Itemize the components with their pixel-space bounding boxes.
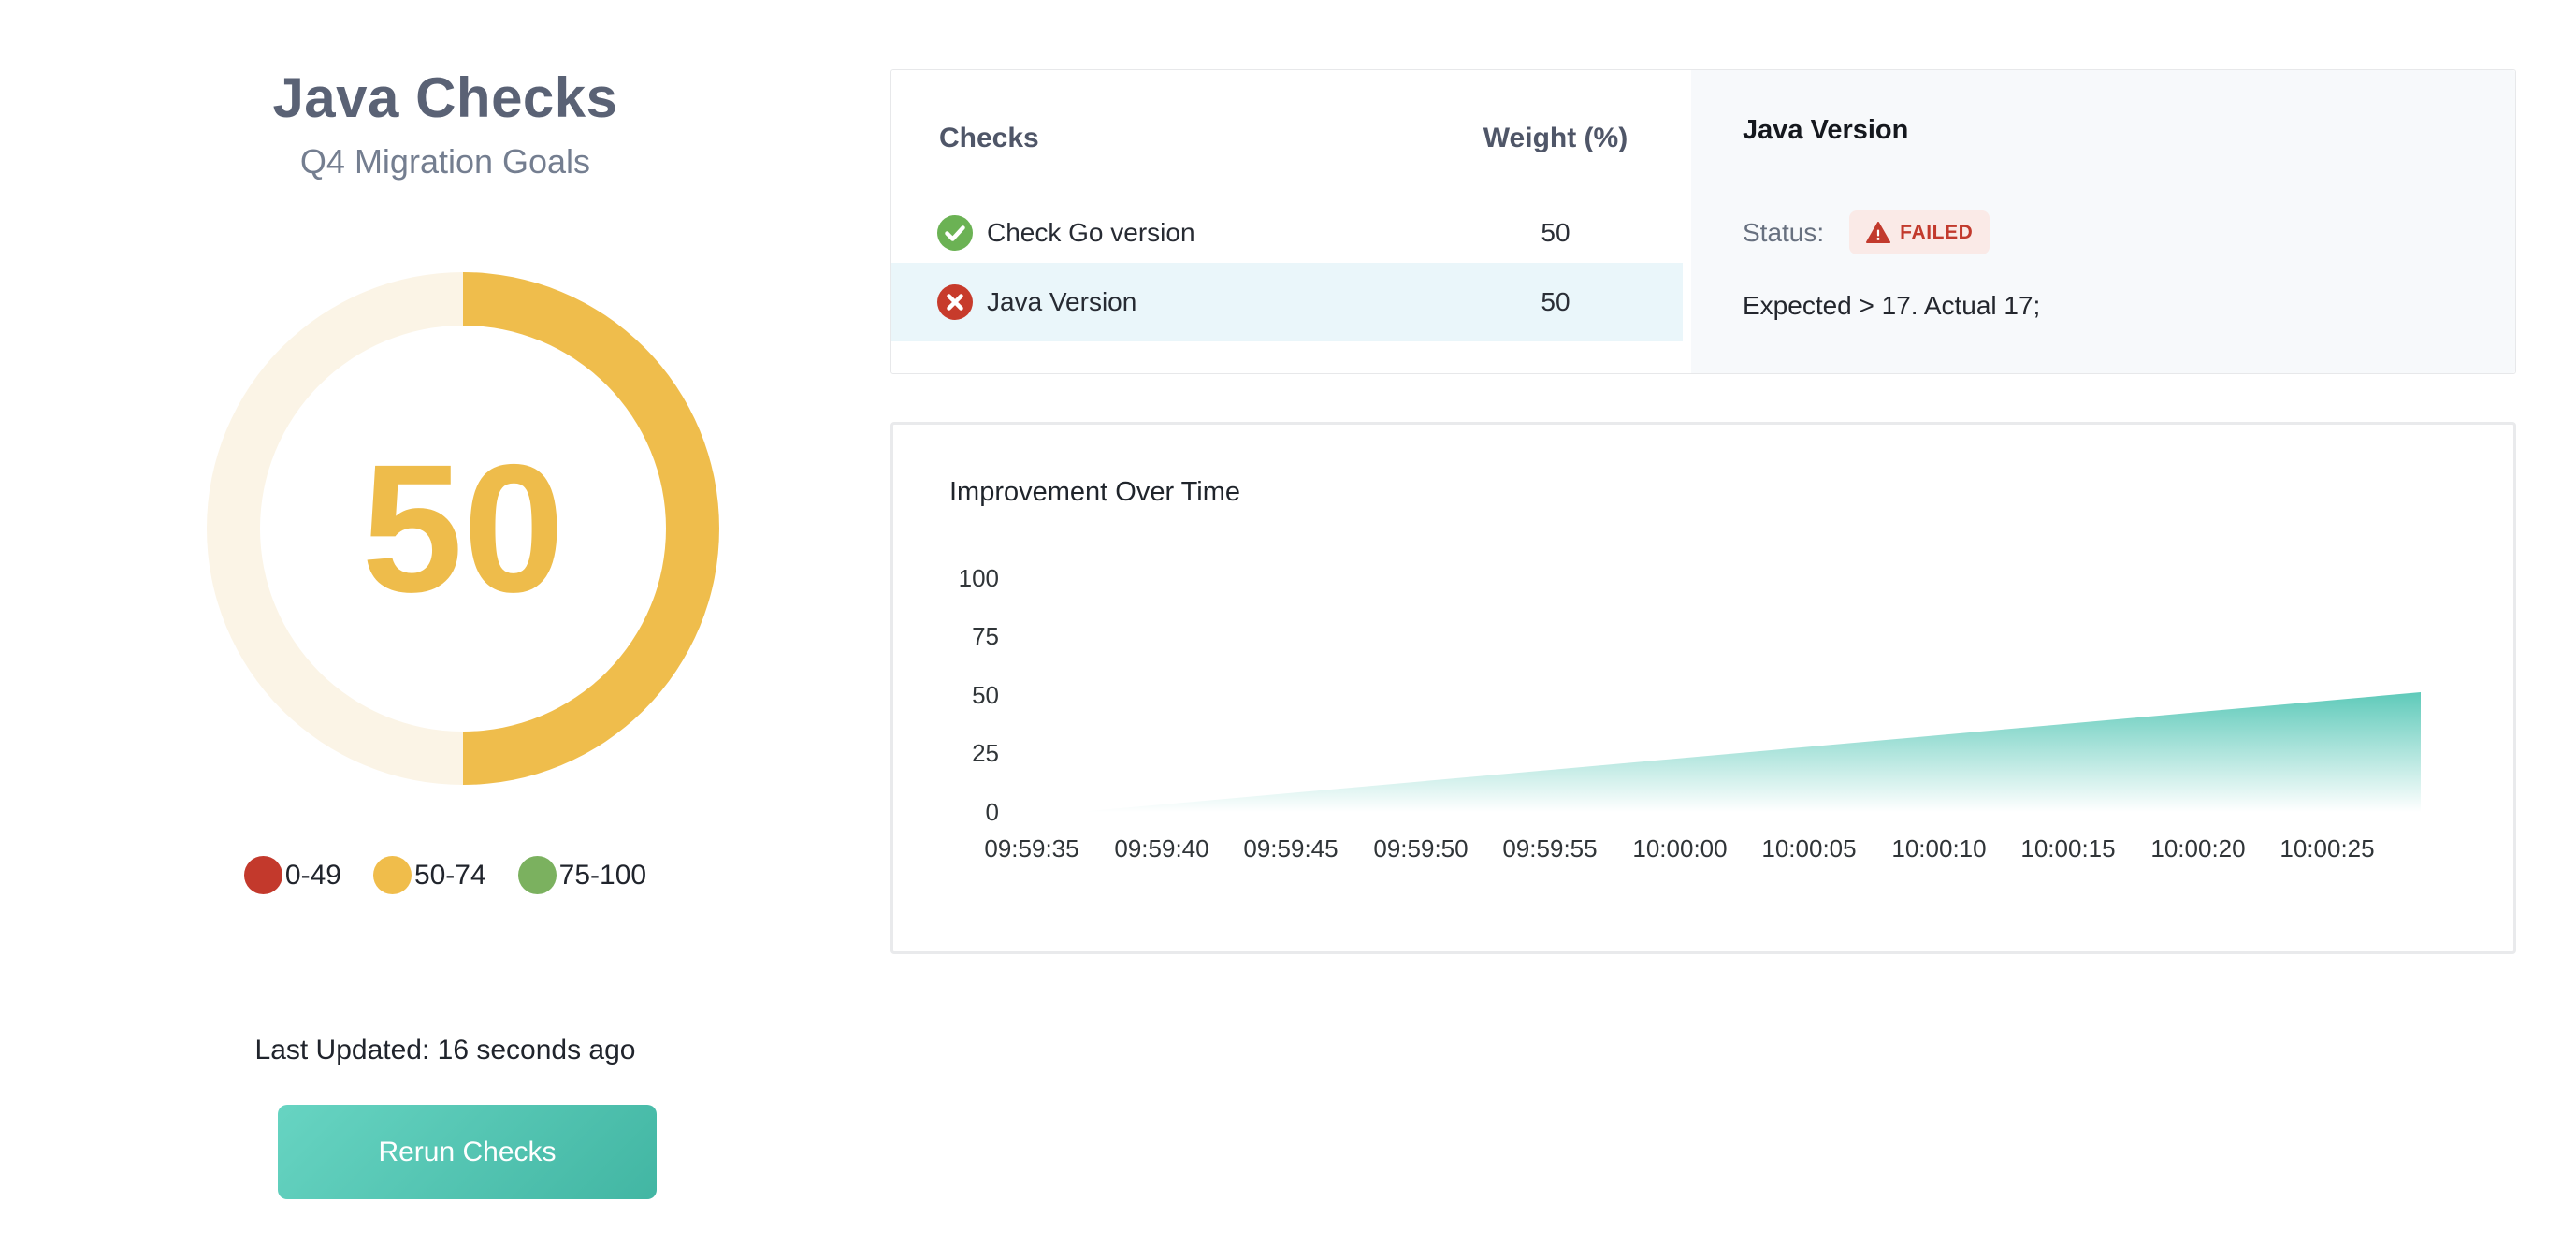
legend-dot-green-icon bbox=[517, 856, 557, 894]
x-axis-tick: 09:59:50 bbox=[1373, 834, 1469, 862]
x-circle-icon bbox=[937, 284, 973, 320]
improvement-area-series bbox=[1078, 692, 2421, 812]
status-label: Status: bbox=[1743, 217, 1825, 247]
checks-column-header: Checks bbox=[939, 123, 1039, 153]
score-gauge: 50 bbox=[207, 272, 719, 785]
legend-item-high: 75-100 bbox=[517, 856, 647, 894]
chart-title: Improvement Over Time bbox=[949, 477, 1241, 507]
improvement-chart-card: Improvement Over Time 100 75 50 25 0 09:… bbox=[890, 422, 2516, 954]
check-detail-panel: Java Version Status: FAILED Expected > 1… bbox=[1691, 70, 2515, 373]
x-axis-tick: 10:00:15 bbox=[2020, 834, 2116, 862]
check-row-go-version[interactable]: Check Go version 50 bbox=[891, 194, 1683, 272]
checks-table: Checks Weight (%) Check Go version 50 Ja… bbox=[891, 70, 1691, 373]
y-axis-tick: 50 bbox=[972, 681, 999, 709]
check-row-java-version[interactable]: Java Version 50 bbox=[891, 263, 1683, 341]
x-axis-tick: 10:00:25 bbox=[2279, 834, 2375, 862]
weight-column-header: Weight (%) bbox=[1483, 123, 1628, 153]
score-gauge-center: 50 bbox=[260, 326, 666, 732]
detail-title: Java Version bbox=[1743, 115, 1909, 145]
x-axis-tick: 10:00:05 bbox=[1761, 834, 1857, 862]
checks-table-header: Checks Weight (%) bbox=[891, 120, 1691, 157]
x-axis-tick: 09:59:35 bbox=[984, 834, 1079, 862]
failed-status-badge: FAILED bbox=[1849, 210, 1990, 254]
checks-card: Checks Weight (%) Check Go version 50 Ja… bbox=[890, 69, 2516, 374]
check-name: Check Go version bbox=[987, 218, 1195, 247]
x-axis-tick: 09:59:55 bbox=[1502, 834, 1598, 862]
page-title: Java Checks bbox=[272, 66, 618, 129]
x-axis-tick: 09:59:40 bbox=[1114, 834, 1209, 862]
y-axis-tick: 75 bbox=[972, 622, 999, 650]
score-legend: 0-49 50-74 75-100 bbox=[0, 856, 890, 894]
check-circle-icon bbox=[937, 215, 973, 251]
check-weight: 50 bbox=[1541, 287, 1570, 316]
detail-message: Expected > 17. Actual 17; bbox=[1743, 291, 2041, 320]
legend-label: 0-49 bbox=[284, 859, 341, 891]
x-axis-tick: 09:59:45 bbox=[1243, 834, 1339, 862]
warning-triangle-icon bbox=[1866, 221, 1891, 243]
summary-column: Java Checks Q4 Migration Goals 50 0-49 5… bbox=[0, 0, 890, 1246]
page-subtitle: Q4 Migration Goals bbox=[299, 142, 591, 181]
score-value: 50 bbox=[361, 426, 565, 630]
x-axis-tick: 10:00:00 bbox=[1632, 834, 1728, 862]
y-axis-tick: 100 bbox=[958, 564, 999, 592]
legend-item-low: 0-49 bbox=[243, 856, 341, 894]
y-axis-tick: 0 bbox=[985, 798, 999, 826]
detail-status-row: Status: FAILED bbox=[1743, 210, 1990, 254]
check-name: Java Version bbox=[987, 287, 1137, 316]
legend-dot-yellow-icon bbox=[372, 856, 412, 894]
legend-label: 50-74 bbox=[413, 859, 486, 891]
improvement-area-chart bbox=[1078, 692, 2421, 812]
rerun-checks-button[interactable]: Rerun Checks bbox=[278, 1105, 657, 1199]
legend-label: 75-100 bbox=[558, 859, 647, 891]
legend-dot-red-icon bbox=[243, 856, 282, 894]
badge-text: FAILED bbox=[1900, 221, 1974, 243]
x-axis-tick: 10:00:20 bbox=[2150, 834, 2246, 862]
legend-item-mid: 50-74 bbox=[372, 856, 486, 894]
y-axis-tick: 25 bbox=[972, 739, 999, 767]
x-axis-tick: 10:00:10 bbox=[1891, 834, 1987, 862]
last-updated-text: Last Updated: 16 seconds ago bbox=[254, 1035, 636, 1065]
check-weight: 50 bbox=[1541, 218, 1570, 247]
